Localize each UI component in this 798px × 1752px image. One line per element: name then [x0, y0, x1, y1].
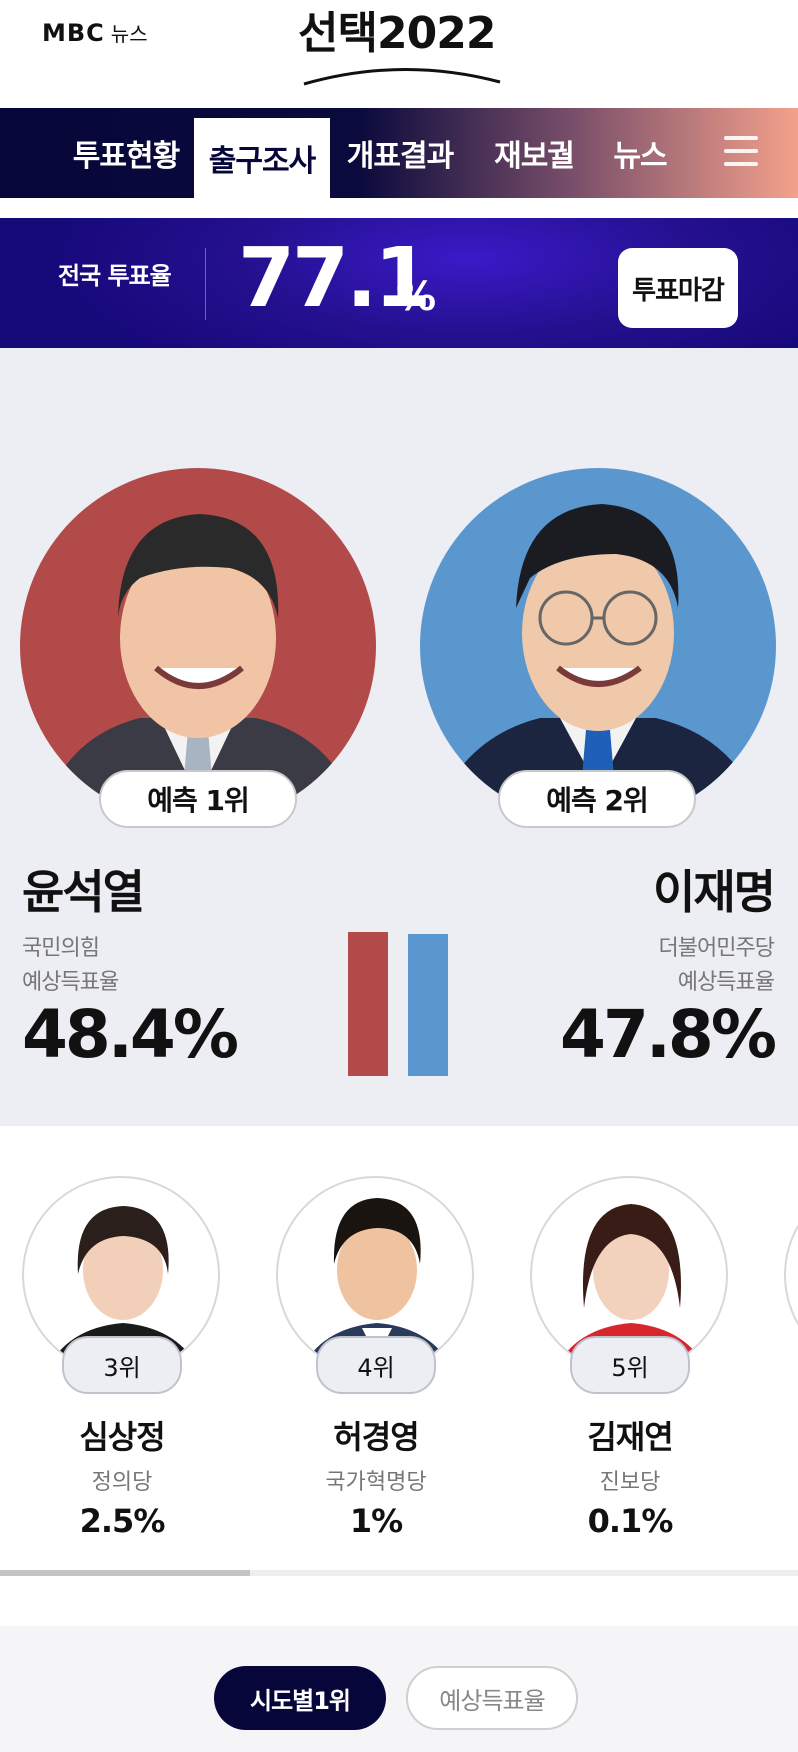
candidate-4-name: 허경영 [333, 1418, 419, 1456]
candidate-3-rank: 3위 [62, 1336, 182, 1394]
nav-tab-news[interactable]: 뉴스 [613, 139, 667, 174]
candidate-5-rate: 0.1% [587, 1502, 674, 1540]
candidate-3-party: 정의당 [91, 1470, 153, 1495]
bottom-tab-background [0, 1626, 798, 1752]
nav-tab-count-results[interactable]: 개표결과 [346, 139, 454, 174]
turnout-banner: 전국 투표율 77.1 % 투표마감 [0, 218, 798, 348]
mbc-news-logo[interactable]: MBC 뉴스 [42, 18, 148, 47]
turnout-value: 77.1 [238, 231, 431, 326]
candidate-2-rate-label: 예상득표율 [677, 970, 775, 995]
candidate-4-rank: 4위 [316, 1336, 436, 1394]
candidate-5-name: 김재연 [587, 1418, 673, 1456]
candidate-3-name: 심상정 [79, 1418, 165, 1456]
carousel-scrollbar-thumb[interactable] [0, 1570, 250, 1576]
nav-tab-turnout[interactable]: 투표현황 [72, 139, 180, 174]
candidate-2-rate: 47.8% [560, 996, 777, 1073]
main-nav: 투표현황 출구조사 개표결과 재보궐 뉴스 [0, 108, 798, 198]
candidate-1-party: 국민의힘 [22, 936, 100, 961]
logo-mbc-text: MBC [42, 19, 105, 47]
top-header: MBC 뉴스 선택2022 [0, 0, 798, 108]
candidate-3-rate: 2.5% [79, 1502, 166, 1540]
voting-closed-badge[interactable]: 투표마감 [618, 248, 738, 328]
tab-expected-vote-share[interactable]: 예상득표율 [406, 1666, 578, 1730]
carousel-scrollbar[interactable] [0, 1570, 798, 1576]
nav-tab-by-election[interactable]: 재보궐 [494, 139, 575, 174]
tab-region-first[interactable]: 시도별1위 [214, 1666, 386, 1730]
candidate-1-name: 윤석열 [22, 865, 145, 919]
brand-korean: 선택 [298, 8, 378, 59]
candidate-2-name: 이재명 [653, 865, 776, 919]
candidate-1-rate-label: 예상득표율 [22, 970, 119, 995]
hamburger-icon[interactable] [724, 136, 758, 166]
nav-tab-exit-poll[interactable]: 출구조사 [194, 118, 330, 198]
candidate-2-photo[interactable] [420, 468, 776, 824]
brand-year: 2022 [376, 8, 496, 59]
bottom-tab-section: 시도별1위 예상득표율 [0, 1576, 798, 1752]
turnout-label: 전국 투표율 [58, 262, 172, 290]
brand-swoosh-icon [303, 67, 501, 86]
candidate-4-party: 국가혁명당 [325, 1470, 427, 1495]
candidate-5-rank: 5위 [570, 1336, 690, 1394]
next-candidate-photo-partial[interactable] [784, 1176, 798, 1374]
leading-candidates-panel: 예측 1위 예측 2위 윤석열 국민의힘 예상득표율 48.4% 이재명 더불어… [0, 348, 798, 1126]
candidate-2-party: 더불어민주당 [658, 936, 775, 961]
candidate-1-rank-badge: 예측 1위 [99, 770, 297, 828]
candidate-2-rank-badge: 예측 2위 [498, 770, 696, 828]
candidate-4-rate: 1% [349, 1502, 403, 1540]
election-brand-logo: 선택2022 [298, 12, 508, 86]
other-candidates-carousel[interactable]: 3위 심상정 정의당 2.5% 4위 허경영 국가혁명당 1% 5위 김재연 [0, 1126, 798, 1576]
candidate-1-bar [348, 932, 388, 1076]
candidate-1-rate: 48.4% [22, 996, 239, 1073]
vote-share-bars [348, 932, 450, 1076]
candidate-5-party: 진보당 [599, 1470, 661, 1495]
candidate-2-bar [408, 933, 448, 1076]
turnout-divider [205, 248, 206, 320]
logo-news-text: 뉴스 [110, 22, 148, 46]
turnout-unit: % [396, 274, 437, 320]
